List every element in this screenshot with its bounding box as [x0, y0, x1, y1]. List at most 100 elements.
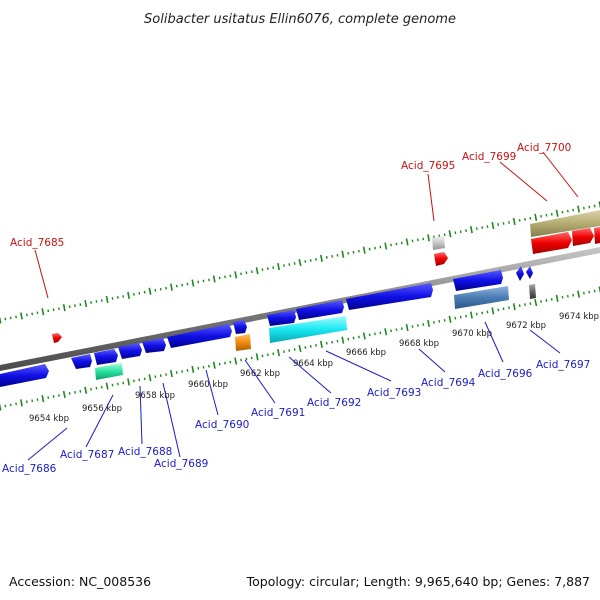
tick-mark — [572, 293, 575, 297]
tick-mark — [315, 258, 317, 261]
tick-mark — [540, 214, 542, 218]
tick-mark — [95, 386, 98, 390]
tick-mark — [416, 238, 419, 242]
leader-line — [205, 369, 219, 416]
tick-mark — [283, 350, 285, 354]
gene-label-acid-7688[interactable]: Acid_7688 — [118, 446, 172, 458]
tick-mark — [540, 300, 542, 303]
tick-mark — [427, 319, 430, 328]
gene-arrow-acid-7687[interactable] — [71, 354, 92, 369]
tick-mark — [79, 303, 82, 306]
gene-arrow-acid-7700[interactable] — [572, 228, 594, 246]
gene-label-acid-7690[interactable]: Acid_7690 — [195, 419, 249, 431]
tick-mark — [416, 324, 419, 327]
gene-arrow-minus-1[interactable] — [0, 364, 49, 387]
gene-label-acid-7695[interactable]: Acid_7695 — [401, 160, 455, 172]
tick-mark — [555, 209, 559, 217]
kbp-label: 9664 kbp — [293, 359, 333, 369]
tick-mark — [255, 353, 259, 361]
tick-mark — [443, 318, 446, 322]
leader-line — [499, 161, 548, 202]
gene-box-cyan[interactable] — [269, 316, 347, 343]
gene-box-dark[interactable] — [529, 284, 536, 299]
leader-line — [27, 427, 68, 461]
gene-arrow-acid-7685[interactable] — [52, 333, 62, 343]
tick-mark — [422, 323, 425, 326]
tick-mark — [105, 382, 109, 390]
tick-mark — [116, 296, 119, 299]
tick-mark — [304, 346, 307, 349]
leader-line — [85, 394, 114, 448]
gene-label-acid-7687[interactable]: Acid_7687 — [60, 449, 114, 461]
gene-label-acid-7696[interactable]: Acid_7696 — [478, 368, 533, 380]
tick-mark — [368, 247, 371, 251]
tick-mark — [191, 279, 195, 287]
tick-mark — [566, 209, 569, 213]
gene-box-orange[interactable] — [235, 334, 251, 351]
gene-label-acid-7686[interactable]: Acid_7686 — [2, 463, 57, 475]
tick-mark — [170, 369, 173, 378]
gene-arrow-acid-7699[interactable] — [531, 232, 572, 254]
leader-line — [542, 151, 579, 198]
tick-mark — [25, 400, 28, 404]
tick-mark — [79, 389, 82, 393]
tick-mark — [212, 361, 216, 369]
tick-mark — [384, 328, 388, 336]
tick-mark — [283, 264, 285, 267]
gene-arrow-small-2[interactable] — [526, 266, 533, 279]
gene-label-acid-7689[interactable]: Acid_7689 — [154, 458, 208, 470]
leader-line — [162, 382, 181, 458]
tick-mark — [593, 289, 596, 293]
gene-box-khaki[interactable] — [530, 210, 600, 237]
gene-arrow-acid-7692[interactable] — [233, 320, 247, 334]
leader-line — [427, 173, 435, 222]
tick-mark — [583, 206, 585, 210]
tick-mark — [266, 267, 269, 271]
tick-mark — [545, 299, 548, 302]
gene-arrow-small-1[interactable] — [516, 266, 524, 281]
gene-label-acid-7693[interactable]: Acid_7693 — [367, 387, 421, 399]
tick-mark — [390, 329, 392, 333]
tick-mark — [47, 396, 50, 399]
tick-mark — [433, 321, 435, 324]
gene-label-acid-7697[interactable]: Acid_7697 — [536, 359, 590, 371]
tick-mark — [90, 301, 92, 304]
gene-arrow-acid-7695[interactable] — [434, 252, 448, 266]
tick-mark — [68, 305, 71, 309]
tick-mark — [68, 392, 71, 395]
gene-label-acid-7700[interactable]: Acid_7700 — [517, 142, 571, 154]
leader-line — [484, 321, 504, 363]
tick-mark — [84, 299, 88, 308]
gene-label-acid-7699[interactable]: Acid_7699 — [462, 151, 516, 163]
leader-line — [139, 385, 143, 445]
tick-mark — [379, 331, 382, 335]
tick-mark — [175, 371, 178, 374]
tick-mark — [405, 238, 409, 246]
gene-arrow-acid-7697[interactable] — [453, 270, 503, 291]
gene-label-acid-7691[interactable]: Acid_7691 — [251, 407, 305, 419]
tick-mark — [31, 399, 34, 403]
tick-mark — [143, 377, 146, 381]
tick-mark — [148, 374, 152, 382]
gene-arrow-acid-7690[interactable] — [142, 338, 166, 353]
gene-label-acid-7694[interactable]: Acid_7694 — [421, 377, 476, 389]
gene-arrow-acid-7693[interactable] — [267, 310, 296, 326]
gene-box-light[interactable] — [432, 236, 445, 250]
gene-arrow-acid-7700b[interactable] — [594, 227, 600, 244]
gene-box-mint[interactable] — [95, 363, 123, 380]
gene-arrow-acid-7689[interactable] — [118, 343, 142, 359]
tick-mark — [58, 394, 60, 397]
gene-arrow-acid-7688[interactable] — [94, 349, 118, 365]
gene-label-acid-7692[interactable]: Acid_7692 — [307, 397, 361, 409]
tick-mark — [395, 328, 398, 332]
tick-mark — [384, 242, 388, 250]
gene-arrow-acid-7696[interactable] — [346, 283, 433, 310]
tick-mark — [52, 308, 55, 312]
tick-mark — [170, 283, 173, 291]
gene-box-steel[interactable] — [454, 286, 509, 309]
gene-label-acid-7685[interactable]: Acid_7685 — [10, 237, 64, 249]
gene-arrow-acid-7691[interactable] — [167, 324, 232, 348]
tick-mark — [566, 294, 569, 298]
tick-mark — [465, 314, 467, 318]
gene-arrow-acid-7694[interactable] — [296, 300, 344, 320]
